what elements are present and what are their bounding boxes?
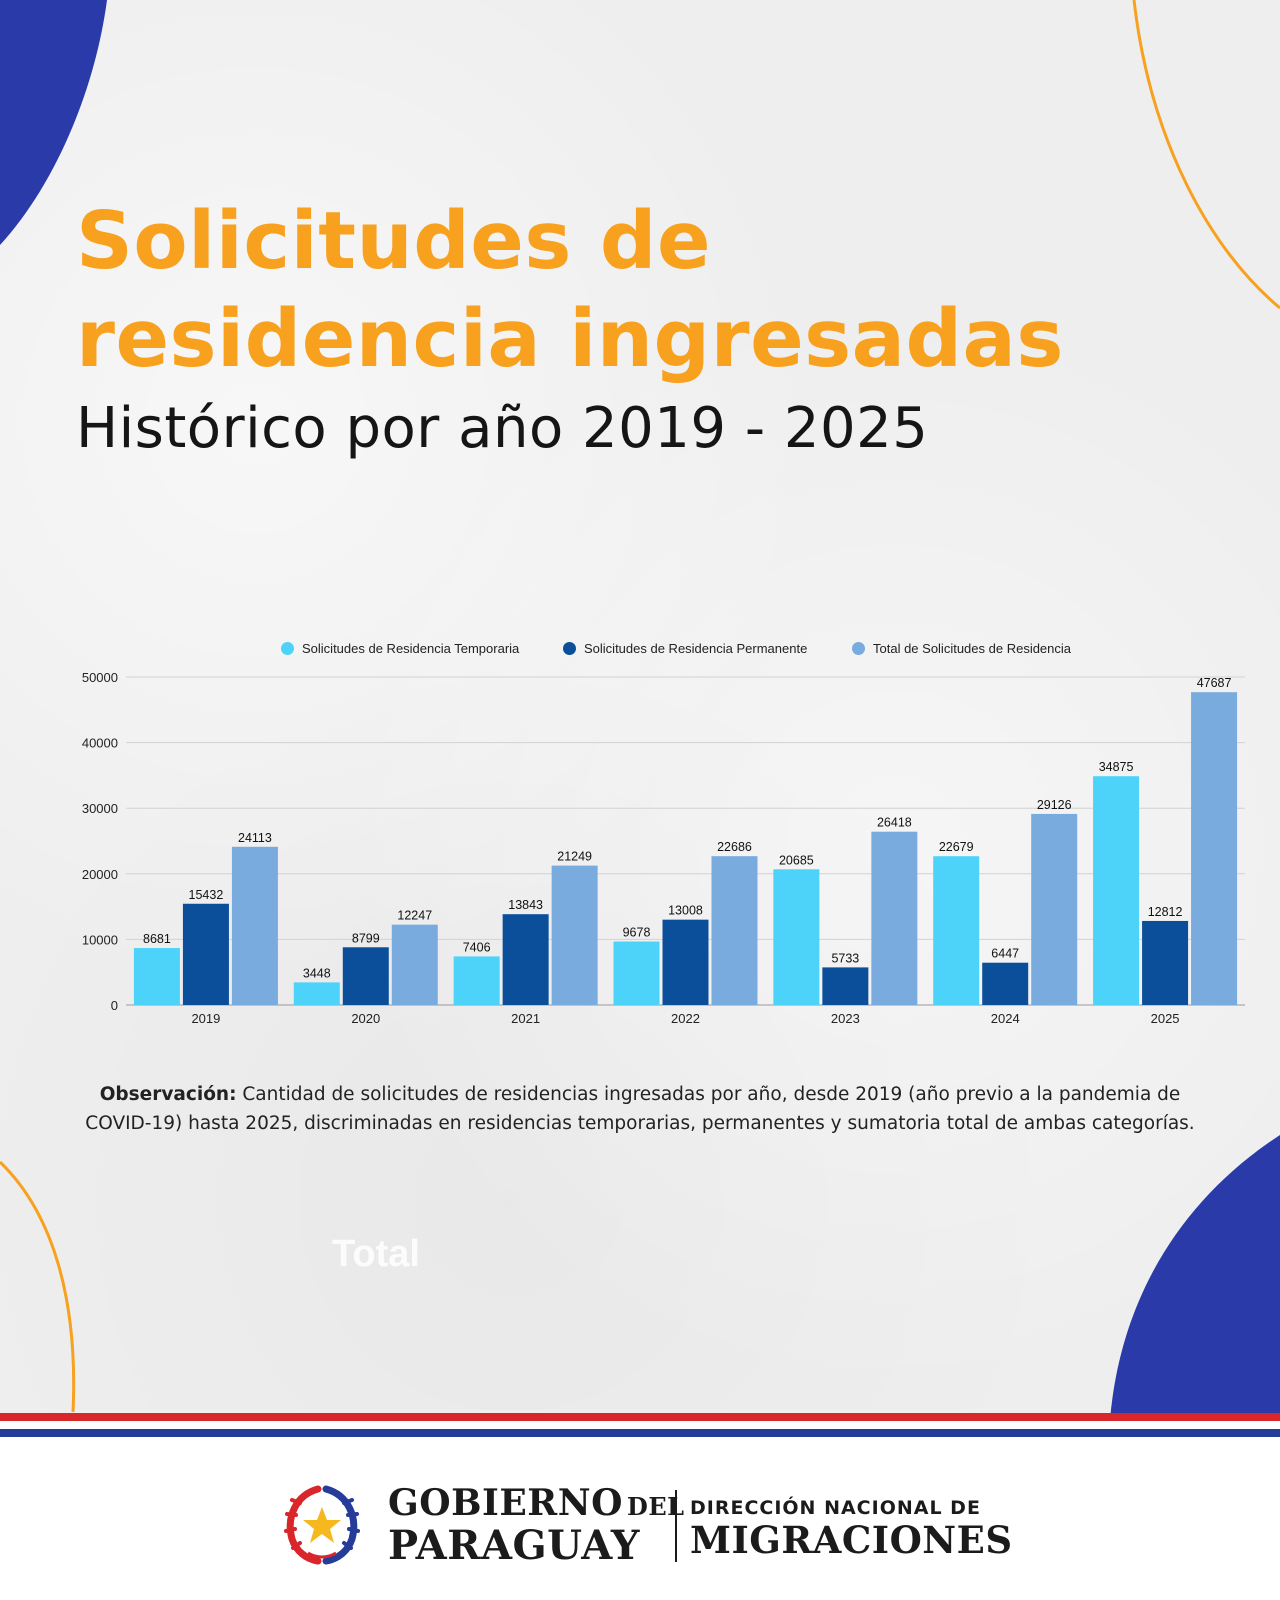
x-tick-label-2022: 2022 [671,1011,700,1026]
legend-label-total: Total de Solicitudes de Residencia [873,641,1072,656]
data-label-permanente-2019: 15432 [189,888,224,902]
data-label-total-2019: 24113 [238,831,272,845]
title-line-2: residencia ingresadas [76,293,1064,385]
flag-stripe-white [0,1421,1280,1429]
decorative-shapes [0,0,1280,1420]
bar-total-2020 [391,924,438,1005]
data-label-permanente-2023: 5733 [831,951,859,965]
legend-label-temporaria: Solicitudes de Residencia Temporaria [302,641,520,656]
y-tick-label-40000: 40000 [82,736,118,751]
data-label-permanente-2021: 13843 [508,898,543,912]
x-tick-label-2019: 2019 [191,1011,220,1026]
data-label-temporaria-2024: 22679 [939,840,974,854]
legend-item-temporaria: Solicitudes de Residencia Temporaria [281,641,519,656]
paraguay-seal-icon [284,1485,360,1565]
data-label-temporaria-2025: 34875 [1099,760,1134,774]
bar-total-2021 [551,865,598,1005]
bottom-left-orange-arc [0,1160,76,1413]
bar-permanente-2023 [822,967,869,1005]
flag-stripe-blue [0,1429,1280,1437]
bar-temporaria-2025 [1093,776,1140,1005]
bar-total-2025 [1191,692,1238,1005]
y-tick-label-30000: 30000 [82,801,118,816]
migraciones-logo-text: DIRECCIÓN NACIONAL DE MIGRACIONES [690,1497,1020,1561]
bar-temporaria-2021 [453,956,500,1005]
y-tick-label-50000: 50000 [82,670,118,685]
bar-total-2024 [1031,813,1078,1005]
bar-total-2019 [231,846,278,1005]
page-title: Solicitudes de residencia ingresadas [76,192,1226,388]
bar-permanente-2021 [502,914,549,1005]
data-label-total-2024: 29126 [1037,798,1072,812]
gov-gobierno: GOBIERNO [388,1482,623,1524]
bar-permanente-2022 [662,919,709,1005]
bar-permanente-2025 [1142,920,1189,1005]
ghost-total-text: Total [332,1233,420,1275]
gobierno-logo-text: GOBIERNO DEL PARAGUAY [388,1482,684,1569]
observation-label: Observación: [99,1084,237,1105]
bar-temporaria-2022 [613,941,660,1005]
data-label-permanente-2022: 13008 [668,904,703,918]
data-label-permanente-2024: 6447 [991,947,1019,961]
data-label-permanente-2025: 12812 [1148,905,1183,919]
bar-temporaria-2024 [933,856,980,1005]
footer [0,1437,1280,1600]
dir-nacional: DIRECCIÓN NACIONAL DE [690,1497,981,1519]
flag-stripe-red [0,1413,1280,1421]
data-label-temporaria-2023: 20685 [779,853,814,867]
bar-temporaria-2020 [293,982,340,1005]
data-label-total-2025: 47687 [1197,676,1232,690]
legend-label-permanente: Solicitudes de Residencia Permanente [584,641,808,656]
gov-del: DEL [627,1492,685,1521]
data-label-temporaria-2021: 7406 [463,940,491,954]
observation-text: Cantidad de solicitudes de residencias i… [85,1084,1195,1134]
x-tick-label-2021: 2021 [511,1011,540,1026]
legend-dot-temporaria [281,642,294,655]
title-line-1: Solicitudes de [76,195,712,287]
bar-permanente-2020 [342,947,389,1005]
data-label-temporaria-2019: 8681 [143,932,171,946]
x-tick-label-2020: 2020 [351,1011,380,1026]
bar-temporaria-2023 [773,869,820,1005]
y-tick-label-10000: 10000 [82,932,118,947]
bar-chart: 0 10000 20000 30000 40000 50000 8681 15432 24113… [82,670,1245,1026]
footer-divider [675,1490,677,1562]
y-tick-label-0: 0 [111,998,118,1013]
bar-temporaria-2019 [133,948,180,1005]
top-right-orange-arc [1132,0,1280,310]
bar-total-2023 [871,831,918,1005]
data-label-permanente-2020: 8799 [352,931,380,945]
legend-dot-total [852,642,865,655]
page-subtitle: Histórico por año 2019 - 2025 [76,396,929,461]
data-label-total-2022: 22686 [717,840,752,854]
bar-permanente-2024 [982,962,1029,1005]
x-tick-label-2025: 2025 [1151,1011,1180,1026]
observation-note: Observación: Cantidad de solicitudes de … [70,1080,1210,1138]
legend-dot-permanente [563,642,576,655]
legend-item-permanente: Solicitudes de Residencia Permanente [563,641,807,656]
dir-migraciones: MIGRACIONES [690,1518,1013,1562]
x-tick-label-2023: 2023 [831,1011,860,1026]
bottom-right-blue-shape [1110,1135,1280,1420]
gov-paraguay: PARAGUAY [388,1522,640,1569]
data-label-temporaria-2022: 9678 [623,926,651,940]
data-label-total-2023: 26418 [877,816,912,830]
data-label-total-2021: 21249 [557,850,592,864]
data-label-temporaria-2020: 3448 [303,966,331,980]
y-tick-label-20000: 20000 [82,867,118,882]
data-label-total-2020: 12247 [397,909,432,923]
legend-item-total: Total de Solicitudes de Residencia [852,641,1071,656]
background-texture [0,0,1280,1410]
bar-total-2022 [711,856,758,1005]
top-left-blue-shape [0,0,107,245]
x-tick-label-2024: 2024 [991,1011,1020,1026]
bar-permanente-2019 [182,903,229,1005]
